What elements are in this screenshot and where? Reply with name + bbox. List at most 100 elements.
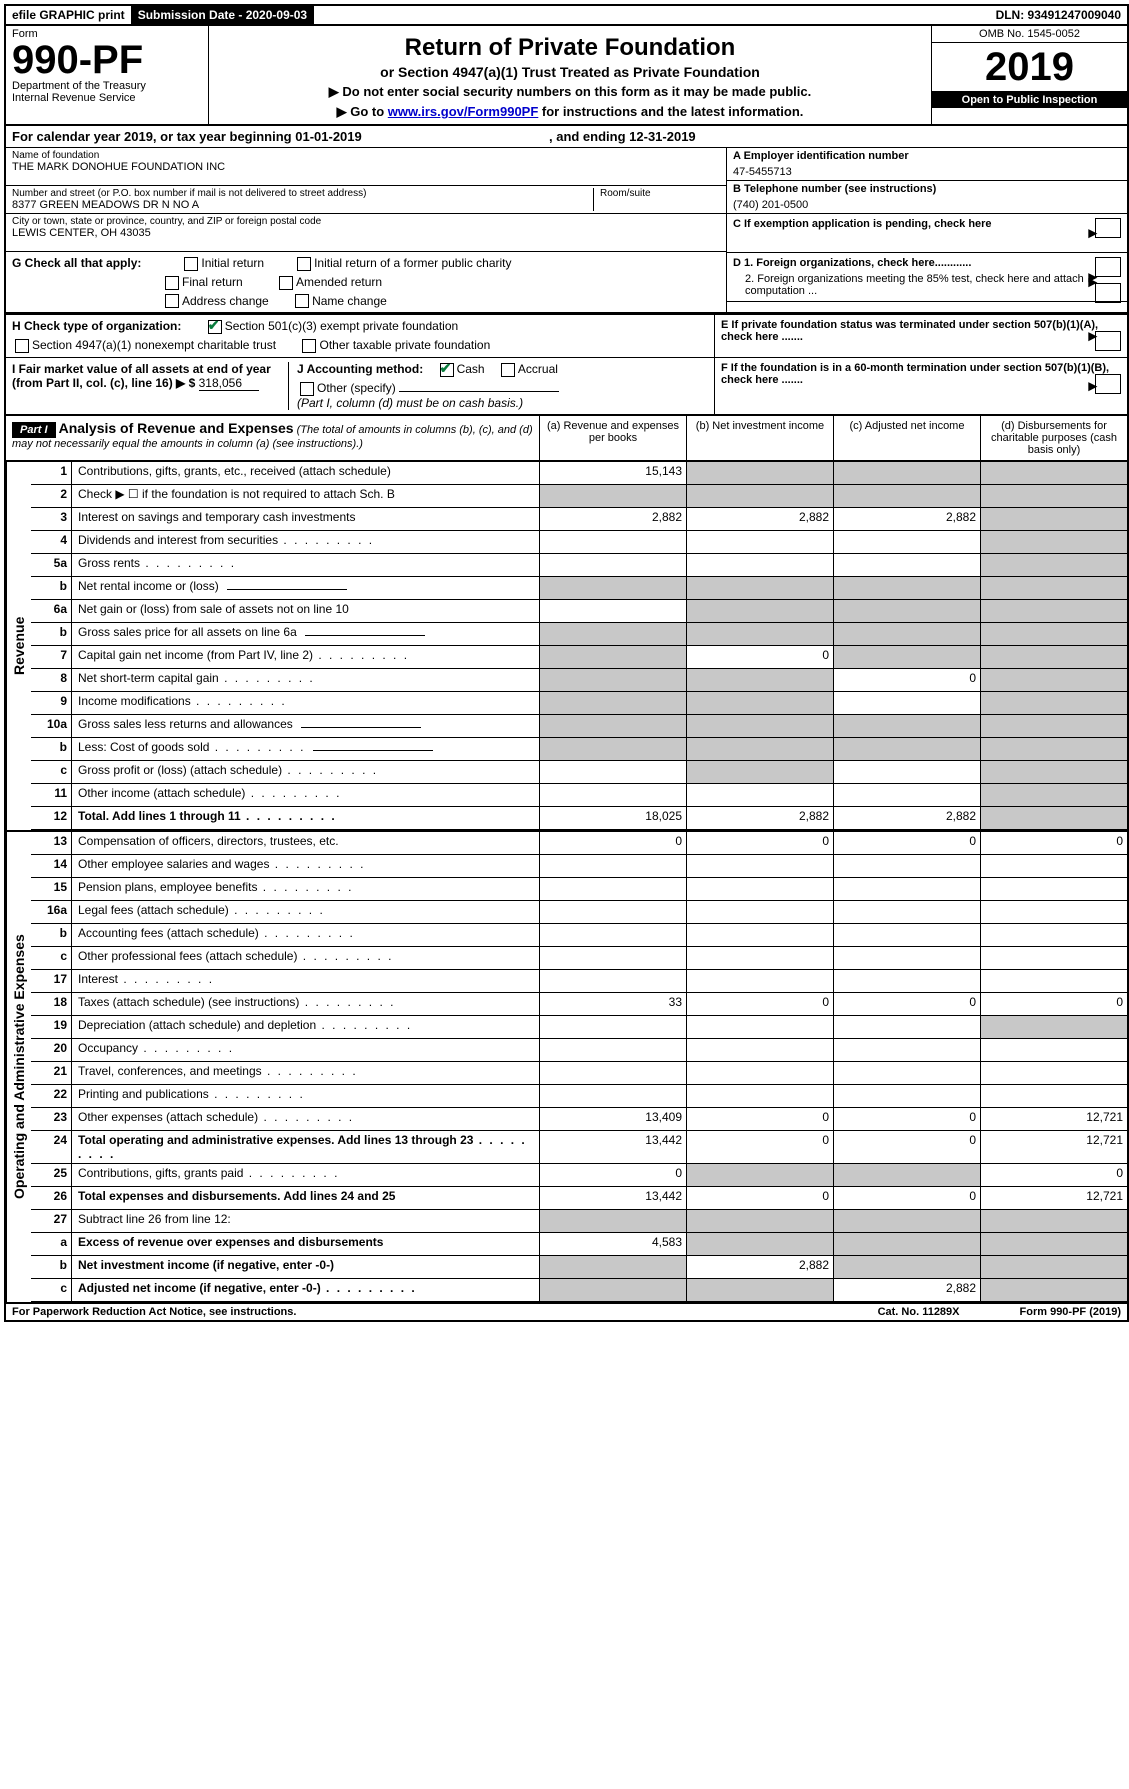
cash-checkbox[interactable]: [440, 363, 454, 377]
initial-return-checkbox[interactable]: [184, 257, 198, 271]
address-change-checkbox[interactable]: [165, 294, 179, 308]
efile-print-label: efile GRAPHIC print: [6, 6, 132, 24]
value-cell: 0: [980, 993, 1127, 1015]
value-cell: [686, 1039, 833, 1061]
line-row: 25 Contributions, gifts, grants paid 0 0: [31, 1164, 1127, 1187]
final-return-checkbox[interactable]: [165, 276, 179, 290]
value-cell: 0: [539, 1164, 686, 1186]
value-cell: [833, 646, 980, 668]
value-cell: 12,721: [980, 1131, 1127, 1163]
top-bar: efile GRAPHIC print Submission Date - 20…: [6, 6, 1127, 26]
value-cell: [686, 1279, 833, 1301]
amended-return-checkbox[interactable]: [279, 276, 293, 290]
form-subtitle: or Section 4947(a)(1) Trust Treated as P…: [217, 64, 923, 80]
arrow-icon: ▶: [1089, 276, 1097, 289]
value-cell: 0: [686, 832, 833, 854]
form-number-block: Form 990-PF Department of the Treasury I…: [6, 26, 209, 124]
line-description: Gross profit or (loss) (attach schedule): [72, 761, 539, 783]
other-taxable-checkbox[interactable]: [302, 339, 316, 353]
value-cell: [539, 924, 686, 946]
status-terminated-checkbox[interactable]: [1095, 331, 1121, 351]
line-row: 18 Taxes (attach schedule) (see instruct…: [31, 993, 1127, 1016]
value-cell: [833, 600, 980, 622]
line-row: a Excess of revenue over expenses and di…: [31, 1233, 1127, 1256]
value-cell: [980, 855, 1127, 877]
line-description: Depreciation (attach schedule) and deple…: [72, 1016, 539, 1038]
line-description: Subtract line 26 from line 12:: [72, 1210, 539, 1232]
value-cell: [686, 669, 833, 691]
section-g: G Check all that apply: Initial return I…: [6, 251, 726, 312]
value-cell: [833, 738, 980, 760]
value-cell: 2,882: [686, 807, 833, 829]
value-cell: 0: [833, 993, 980, 1015]
form-footer: For Paperwork Reduction Act Notice, see …: [6, 1302, 1127, 1320]
value-cell: [686, 878, 833, 900]
entity-info-right: A Employer identification number 47-5455…: [726, 148, 1127, 312]
value-cell: [686, 1062, 833, 1084]
line-description: Contributions, gifts, grants paid: [72, 1164, 539, 1186]
value-cell: [980, 1062, 1127, 1084]
part1-header-row: Part I Analysis of Revenue and Expenses …: [6, 416, 1127, 462]
col-d-header: (d) Disbursements for charitable purpose…: [980, 416, 1127, 460]
value-cell: [980, 738, 1127, 760]
value-cell: [980, 715, 1127, 737]
line-row: 14 Other employee salaries and wages: [31, 855, 1127, 878]
opex-rows: 13 Compensation of officers, directors, …: [31, 832, 1127, 1302]
line-description: Interest: [72, 970, 539, 992]
line-description: Total operating and administrative expen…: [72, 1131, 539, 1163]
name-change-checkbox[interactable]: [295, 294, 309, 308]
form-instructions-link[interactable]: www.irs.gov/Form990PF: [388, 104, 539, 119]
line-row: b Accounting fees (attach schedule): [31, 924, 1127, 947]
line-description: Net rental income or (loss): [72, 577, 539, 599]
line-description: Occupancy: [72, 1039, 539, 1061]
arrow-icon: ▶: [1089, 330, 1097, 343]
col-c-header: (c) Adjusted net income: [833, 416, 980, 460]
form-ref: Form 990-PF (2019): [1020, 1306, 1121, 1318]
line-description: Capital gain net income (from Part IV, l…: [72, 646, 539, 668]
line-number: b: [31, 623, 72, 645]
value-cell: 0: [833, 669, 980, 691]
value-cell: [980, 623, 1127, 645]
value-cell: [980, 947, 1127, 969]
value-cell: [686, 485, 833, 507]
value-cell: [686, 1164, 833, 1186]
revenue-side-label: Revenue: [6, 462, 31, 830]
line-description: Gross sales price for all assets on line…: [72, 623, 539, 645]
4947a1-checkbox[interactable]: [15, 339, 29, 353]
501c3-checkbox[interactable]: [208, 320, 222, 334]
line-number: 13: [31, 832, 72, 854]
value-cell: [833, 1164, 980, 1186]
value-cell: [833, 878, 980, 900]
line-row: 20 Occupancy: [31, 1039, 1127, 1062]
foreign-85pct-checkbox[interactable]: [1095, 283, 1121, 303]
exemption-pending-checkbox[interactable]: [1095, 218, 1121, 238]
value-cell: [980, 692, 1127, 714]
form-header: Form 990-PF Department of the Treasury I…: [6, 26, 1127, 126]
value-cell: 2,882: [686, 1256, 833, 1278]
line-number: b: [31, 924, 72, 946]
value-cell: [539, 600, 686, 622]
section-h-e-row: H Check type of organization: Section 50…: [6, 314, 1127, 357]
initial-return-former-checkbox[interactable]: [297, 257, 311, 271]
line-row: 11 Other income (attach schedule): [31, 784, 1127, 807]
60month-termination-checkbox[interactable]: [1095, 374, 1121, 394]
value-cell: 13,409: [539, 1108, 686, 1130]
value-cell: [833, 1210, 980, 1232]
value-cell: 2,882: [833, 508, 980, 530]
entity-info-left: Name of foundation THE MARK DONOHUE FOUN…: [6, 148, 726, 312]
value-cell: [686, 947, 833, 969]
value-cell: [539, 784, 686, 806]
line-row: 7 Capital gain net income (from Part IV,…: [31, 646, 1127, 669]
section-f: F If the foundation is in a 60-month ter…: [714, 358, 1127, 414]
value-cell: [539, 554, 686, 576]
value-cell: [539, 1016, 686, 1038]
foundation-name-cell: Name of foundation THE MARK DONOHUE FOUN…: [6, 148, 726, 186]
line-description: Gross rents: [72, 554, 539, 576]
line-row: 8 Net short-term capital gain 0: [31, 669, 1127, 692]
foreign-org-checkbox[interactable]: [1095, 257, 1121, 277]
value-cell: [980, 1256, 1127, 1278]
other-method-checkbox[interactable]: [300, 382, 314, 396]
accrual-checkbox[interactable]: [501, 363, 515, 377]
value-cell: [980, 462, 1127, 484]
value-cell: [833, 577, 980, 599]
